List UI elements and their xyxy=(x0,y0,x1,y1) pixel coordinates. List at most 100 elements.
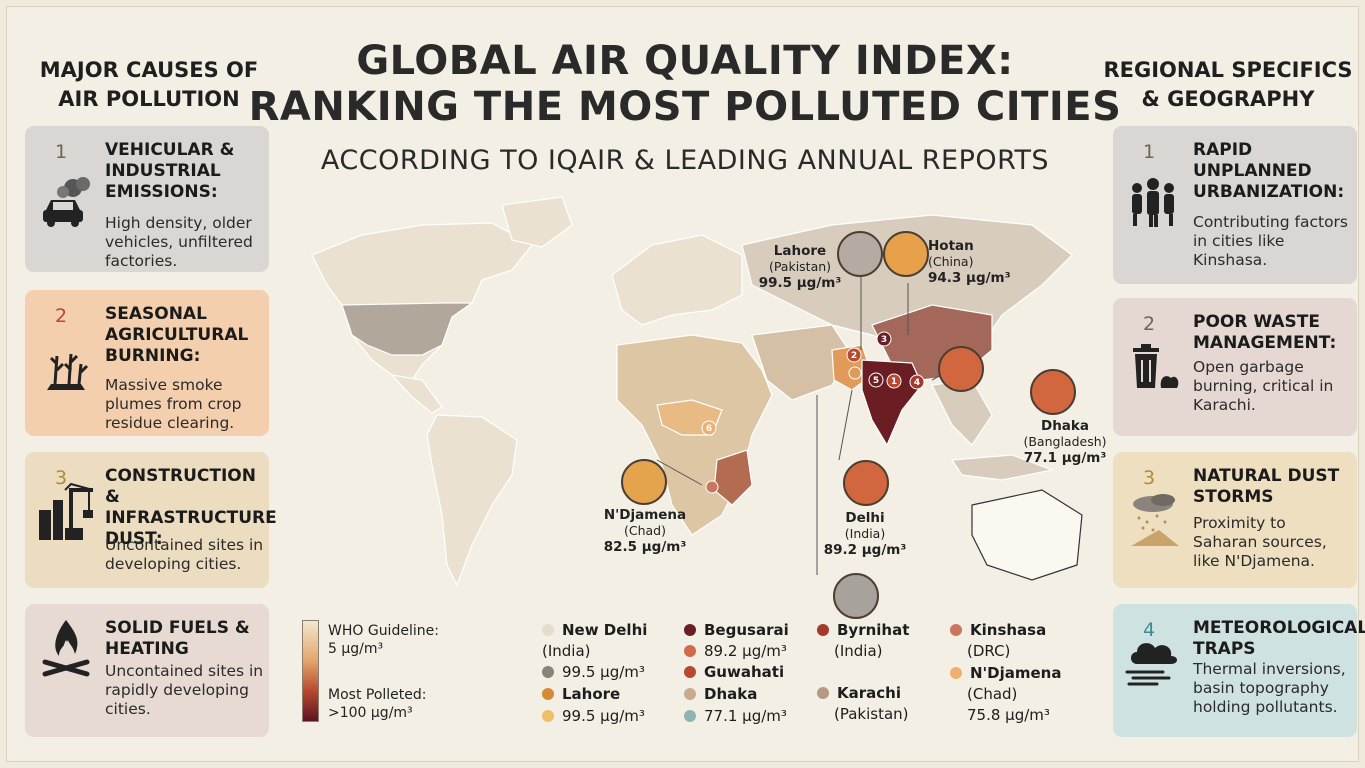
legend-item-text: (India) xyxy=(834,642,883,660)
map-marker-2: 2 xyxy=(851,351,857,361)
callout-city: N'Djamena xyxy=(603,507,687,523)
legend-item-text: New Delhi xyxy=(562,621,648,639)
who-guideline-label: WHO Guideline: xyxy=(328,623,439,639)
card-number: 2 xyxy=(55,305,68,327)
legend-dot xyxy=(684,710,696,722)
legend-item-text: (India) xyxy=(542,642,591,660)
card-description: Uncontained sites in developing cities. xyxy=(105,536,264,573)
callout-value: 99.5 µg/m³ xyxy=(758,275,842,291)
callout-hotan: Hotan (China) 94.3 µg/m³ xyxy=(928,238,1038,286)
card-description: Thermal inversions, basin topography hol… xyxy=(1193,660,1346,716)
legend-item-text: Byrnihat xyxy=(837,621,910,639)
card-title: NATURAL DUST STORMS xyxy=(1193,466,1340,507)
legend-dot xyxy=(684,688,696,700)
industry-crane-icon xyxy=(938,346,984,392)
legend-scale-top: WHO Guideline: 5 µg/m³ xyxy=(328,622,439,658)
card-title: METEOROLOGICAL TRAPS xyxy=(1193,618,1365,659)
legend-dot xyxy=(542,624,554,636)
card-title: VEHICULAR & INDUSTRIAL EMISSIONS: xyxy=(105,140,235,202)
legend-dot xyxy=(817,624,829,636)
legend-item: New Delhi xyxy=(542,620,647,640)
regional-card-3: 3 NATURAL DUST STORMS Proximity to Sahar… xyxy=(1113,452,1357,588)
regional-card-4: 4 METEOROLOGICAL TRAPS Thermal inversion… xyxy=(1113,604,1365,737)
legend-dot xyxy=(684,666,696,678)
legend-dot xyxy=(817,687,829,699)
callout-country: (India) xyxy=(844,526,886,541)
central-america-shape xyxy=(390,374,443,414)
legend-item-text: Lahore xyxy=(562,685,621,703)
map-markers: 2 3 5 1 4 6 xyxy=(701,331,925,494)
title-line-1: GLOBAL AIR QUALITY INDEX: xyxy=(356,38,1014,84)
causes-heading-line-1: MAJOR CAUSES OF xyxy=(39,58,259,82)
card-title: SOLID FUELS & HEATING xyxy=(105,618,250,659)
callout-value: 82.5 µg/m³ xyxy=(603,539,687,555)
legend-item: 75.8 µg/m³ xyxy=(967,705,1050,725)
legend-scale-bottom: Most Polleted: >100 µg/m³ xyxy=(328,686,427,722)
india-shape xyxy=(861,359,923,447)
factory-icon xyxy=(837,231,883,277)
legend-item-text: Guwahati xyxy=(704,663,785,681)
card-number: 2 xyxy=(1143,313,1156,335)
card-number: 3 xyxy=(55,467,68,489)
legend-dot xyxy=(684,645,696,657)
legend-item: Dhaka xyxy=(684,684,757,704)
card-title: SEASONAL AGRICULTURAL BURNING: xyxy=(105,304,249,366)
legend-item-text: (Pakistan) xyxy=(834,705,909,723)
pollution-color-scale xyxy=(302,620,319,722)
legend-item-text: Begusarai xyxy=(704,621,789,639)
legend-dot xyxy=(542,688,554,700)
legend-item-text: 99.5 µg/m³ xyxy=(562,707,645,725)
map-marker-6: 6 xyxy=(706,424,712,434)
cause-card-1: 1 VEHICULAR & INDUSTRIAL EMISSIONS: High… xyxy=(25,126,269,272)
legend-dot xyxy=(950,624,962,636)
australia-shape xyxy=(971,489,1083,581)
factory-smoke-icon xyxy=(1030,369,1076,415)
callout-country: (Pakistan) xyxy=(768,259,832,274)
legend-item: Kinshasa xyxy=(950,620,1046,640)
legend-dot xyxy=(542,710,554,722)
cause-card-4: SOLID FUELS & HEATING Uncontained sites … xyxy=(25,604,269,737)
card-title: RAPID UNPLANNED URBANIZATION: xyxy=(1193,140,1345,202)
legend-item-text: 77.1 µg/m³ xyxy=(704,707,787,725)
causes-heading: MAJOR CAUSES OF AIR POLLUTION xyxy=(24,56,274,114)
dust-pile-icon xyxy=(621,459,667,505)
regional-heading-line-2: & GEOGRAPHY xyxy=(1141,87,1315,111)
callout-value: 77.1 µg/m³ xyxy=(1023,450,1107,466)
indonesia-shape xyxy=(950,454,1055,481)
callout-delhi: Delhi (India) 89.2 µg/m³ xyxy=(815,510,915,558)
card-number: 1 xyxy=(55,141,68,163)
card-description: High density, older vehicles, unfiltered… xyxy=(105,214,253,270)
legend-item: (Pakistan) xyxy=(834,704,909,724)
construction-crane-icon xyxy=(39,482,94,540)
callout-city: Lahore xyxy=(773,243,827,259)
car-smoke-icon xyxy=(43,177,90,227)
legend-dot xyxy=(950,667,962,679)
legend-item: 99.5 µg/m³ xyxy=(542,662,645,682)
cause-card-3: 3 CONSTRUCTION & INFRASTRUCTURE DUST: Un… xyxy=(25,452,277,588)
legend-item: 77.1 µg/m³ xyxy=(684,706,787,726)
trash-bin-icon xyxy=(1133,344,1179,388)
legend-item: Begusarai xyxy=(684,620,789,640)
card-number: 3 xyxy=(1143,467,1156,489)
most-polluted-value: >100 µg/m³ xyxy=(328,705,413,721)
card-description: Uncontained sites in rapidly developing … xyxy=(105,662,264,718)
legend-item: N'Djamena xyxy=(950,663,1061,683)
road-icon xyxy=(833,573,879,619)
desert-icon xyxy=(883,231,929,277)
legend-item-text: Kinshasa xyxy=(970,621,1047,639)
legend-item-text: 75.8 µg/m³ xyxy=(967,706,1050,724)
callout-value: 94.3 µg/m³ xyxy=(928,270,1011,286)
legend-dot xyxy=(684,624,696,636)
legend-item: (India) xyxy=(834,641,883,661)
usa-shape xyxy=(341,302,474,356)
card-title: POOR WASTE MANAGEMENT: xyxy=(1193,312,1337,353)
map-marker-5: 5 xyxy=(873,376,879,386)
europe-shape xyxy=(611,234,743,326)
subtitle: ACCORDING TO IQAIR & LEADING ANNUAL REPO… xyxy=(320,145,1050,176)
map-marker-4: 4 xyxy=(914,378,920,388)
callout-lahore: Lahore (Pakistan) 99.5 µg/m³ xyxy=(750,243,850,291)
card-number: 1 xyxy=(1143,141,1156,163)
callout-city: Dhaka xyxy=(1040,418,1089,434)
legend-item-text: Karachi xyxy=(837,684,901,702)
callout-country: (Chad) xyxy=(624,523,666,538)
